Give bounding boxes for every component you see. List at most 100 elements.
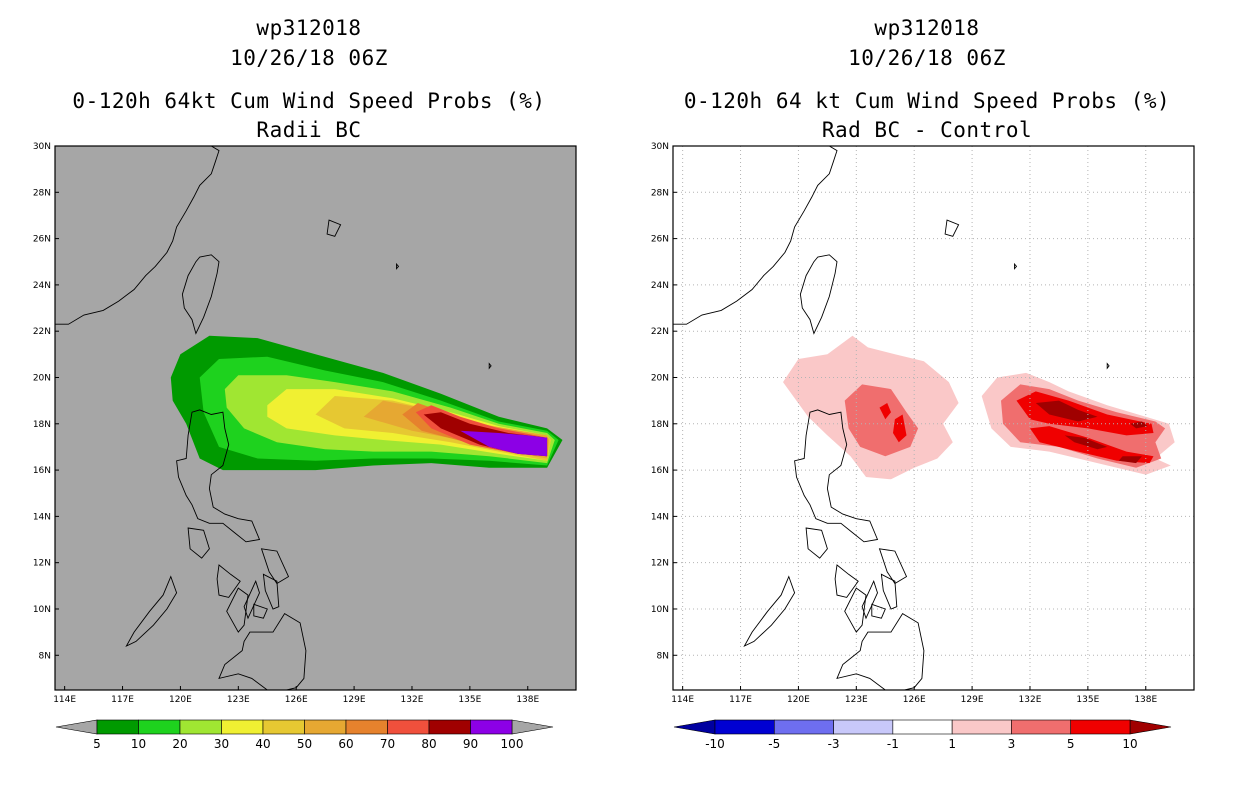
left-colorbar-label: 5 [93,737,101,751]
right-colorbar-over-arrow [1129,719,1172,735]
left-colorbar-label: 40 [255,737,270,751]
left-colorbar-label: 70 [380,737,395,751]
left-x-tick-label: 129E [343,695,366,705]
left-colorbar-swatch [179,719,222,735]
left-colorbar-label: 20 [172,737,187,751]
right-small-isle-2 [1106,362,1110,370]
right-samar-coast [878,548,908,585]
right-y-tick-label: 14N [651,512,669,522]
left-colorbar-swatch [96,719,139,735]
left-y-tick-label: 22N [33,327,51,337]
left-x-tick-label: 132E [401,695,424,705]
right-colorbar-label: 5 [1067,737,1075,751]
left-y-tick-label: 14N [33,512,51,522]
left-colorbar-swatch [221,719,264,735]
left-title-case: wp312018 [256,16,362,40]
right-leyte-coast [880,573,898,610]
right-contour-region-5 [893,414,907,443]
left-y-tick-label: 20N [33,373,51,383]
right-contour-region-10 [1118,456,1142,464]
left-colorbar-swatch [387,719,430,735]
right-colorbar-swatch [1011,719,1072,735]
right-contour-region-10 [1130,421,1148,429]
right-plot-frame [672,145,1195,691]
right-title-date: 10/26/18 06Z [848,46,1006,70]
right-colorbar-label: 3 [1008,737,1016,751]
right-y-tick-label: 26N [651,235,669,245]
left-x-tick-label: 120E [169,695,192,705]
left-samar-coast [260,548,290,585]
right-negros-coast [844,587,867,633]
right-x-tick-label: 117E [729,695,752,705]
right-colorbar-label: -3 [828,737,840,751]
right-x-tick-label: 138E [1134,695,1157,705]
left-colorbar-under-arrow [55,719,98,735]
right-x-tick-label: 120E [787,695,810,705]
right-y-tick-label: 10N [651,605,669,615]
right-luzon-coast [794,409,879,543]
right-taiwan-coast [799,254,838,335]
right-colorbar-label: 10 [1122,737,1137,751]
left-cebu-coast [243,579,260,620]
right-panel: wp312018 10/26/18 06Z 0-120h 64 kt Cum W… [618,0,1236,800]
right-china-coast [673,146,838,325]
left-bohol-coast [253,603,268,619]
left-small-isle-1 [396,262,400,270]
right-y-tick-label: 16N [651,466,669,476]
left-colorbar-label: 10 [131,737,146,751]
left-y-tick-label: 30N [33,142,51,152]
right-x-tick-label: 126E [903,695,926,705]
right-y-tick-label: 12N [651,559,669,569]
left-x-tick-label: 114E [53,695,76,705]
right-colorbar-label: -5 [768,737,780,751]
left-mindanao-coast [218,612,307,690]
right-colorbar-under-arrow [673,719,716,735]
right-cebu-coast [861,579,878,620]
left-colorbar-label: 90 [463,737,478,751]
right-colorbar-swatch [951,719,1012,735]
left-chart: 114E 117E 120E 123E 126E 129E 132E 135E 138E 8N 10… [33,142,577,751]
left-x-tick-label: 135E [458,695,481,705]
right-title-product: 0-120h 64 kt Cum Wind Speed Probs (%) [683,89,1171,113]
left-y-tick-label: 16N [33,466,51,476]
left-colorbar-swatch [428,719,471,735]
left-y-tick-label: 28N [33,188,51,198]
left-panel: wp312018 10/26/18 06Z 0-120h 64kt Cum Wi… [33,16,577,751]
right-y-tick-label: 30N [651,142,669,152]
left-colorbar-over-arrow [511,719,554,735]
left-colorbar-label: 60 [338,737,353,751]
right-colorbar-label: -1 [887,737,899,751]
right-colorbar-label: -10 [705,737,725,751]
left-colorbar-swatch [262,719,305,735]
left-y-tick-label: 24N [33,281,51,291]
right-y-tick-label: 18N [651,420,669,430]
right-contour-region-10 [1035,400,1098,422]
right-colorbar-swatch [714,719,775,735]
left-okinawa-coast [326,219,342,237]
right-contour-region-10 [1064,435,1108,450]
left-mindoro-coast [187,527,210,559]
right-contour-region-5 [879,403,891,420]
left-y-tick-label: 8N [39,651,51,661]
left-x-tick-label: 126E [285,695,308,705]
right-mindoro-coast [805,527,828,559]
left-luzon-coast [176,409,261,543]
left-negros-coast [226,587,249,633]
left-y-tick-label: 26N [33,235,51,245]
left-small-isle-2 [488,362,492,370]
right-chart: 114E 117E 120E 123E 126E 129E 132E 135E 138E 8N 10… [651,142,1195,751]
right-x-tick-label: 132E [1019,695,1042,705]
left-colorbar-swatch [304,719,347,735]
right-palawan-coast [743,575,796,648]
right-x-tick-label: 123E [845,695,868,705]
right-y-tick-label: 8N [657,651,669,661]
left-colorbar-label: 30 [214,737,229,751]
left-title-date: 10/26/18 06Z [230,46,388,70]
right-mindanao-coast [836,612,925,690]
left-plot-frame [54,145,577,691]
right-x-tick-label: 114E [671,695,694,705]
right-small-isle-1 [1014,262,1018,270]
right-y-tick-label: 24N [651,281,669,291]
right-okinawa-coast [944,219,960,237]
right-colorbar-swatch [833,719,894,735]
